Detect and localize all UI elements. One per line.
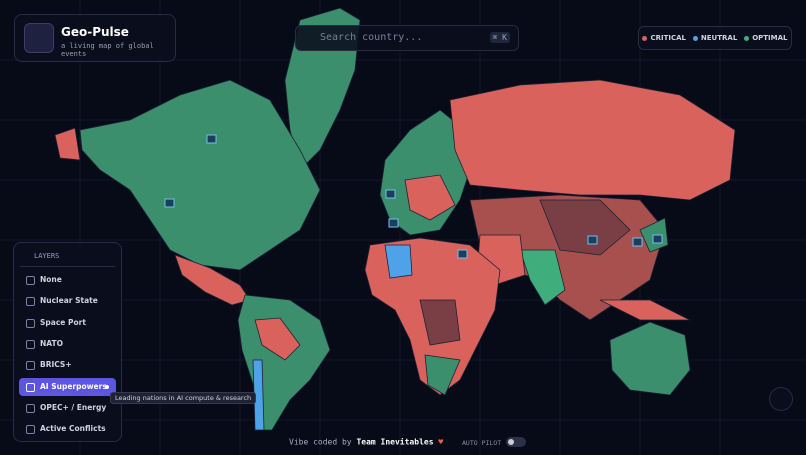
- layers-title: LAYERS: [34, 252, 60, 260]
- ai-marker[interactable]: [632, 237, 643, 247]
- tooltip: Leading nations in AI compute & research: [110, 392, 257, 404]
- ai-marker[interactable]: [587, 235, 598, 245]
- europe-east: [404, 174, 456, 221]
- layer-item[interactable]: AI Superpowers: [19, 377, 116, 396]
- layer-item[interactable]: None: [19, 271, 116, 289]
- australia: [609, 321, 691, 396]
- layer-icon: [26, 297, 35, 307]
- china: [539, 199, 631, 256]
- layer-item[interactable]: OPEC+ / Energy: [19, 399, 116, 417]
- north-america: [79, 79, 321, 271]
- brazil-part: [254, 317, 301, 361]
- footer-prefix: Vibe coded by: [289, 437, 352, 447]
- legend-entry: NEUTRAL: [692, 34, 738, 42]
- layer-item[interactable]: Space Port: [19, 314, 116, 332]
- legend-swatch: [642, 35, 648, 41]
- footer: Vibe coded by Team Inevitables ♥ AUTO PI…: [289, 437, 526, 447]
- layer-item[interactable]: BRICS+: [19, 356, 116, 374]
- countries: [54, 7, 736, 431]
- active-dot: [105, 384, 109, 389]
- russia: [449, 79, 736, 201]
- legend-entry: CRITICAL: [642, 34, 686, 42]
- layer-item[interactable]: Active Conflicts: [19, 420, 116, 438]
- home-button[interactable]: [769, 387, 793, 411]
- auto-pilot-toggle[interactable]: [505, 437, 526, 447]
- ai-marker[interactable]: [164, 198, 175, 208]
- divider: [20, 266, 115, 267]
- layer-label: Active Conflicts: [40, 424, 106, 434]
- indonesia: [599, 299, 691, 321]
- layer-label: Space Port: [40, 317, 86, 327]
- layer-label: NATO: [40, 338, 63, 348]
- footer-team[interactable]: Team Inevitables: [356, 437, 434, 447]
- ai-marker[interactable]: [457, 249, 468, 259]
- ai-marker[interactable]: [388, 218, 399, 228]
- layer-label: AI Superpowers: [40, 381, 107, 391]
- layer-label: Nuclear State: [40, 296, 98, 306]
- layer-icon: [26, 425, 35, 435]
- legend-label: CRITICAL: [650, 34, 686, 42]
- south-america: [237, 294, 331, 431]
- central-africa: [419, 299, 461, 346]
- layer-label: None: [40, 275, 62, 284]
- layer-icon: [26, 403, 35, 413]
- india: [519, 249, 566, 306]
- central-america: [174, 254, 251, 306]
- chile: [252, 359, 265, 431]
- algeria: [384, 244, 413, 279]
- layer-item[interactable]: NATO: [19, 335, 116, 353]
- legend-entry: OPTIMAL: [744, 34, 788, 42]
- layer-icon: [26, 318, 35, 328]
- legend-label: OPTIMAL: [752, 34, 788, 42]
- search-shortcut: ⌘ K: [489, 32, 510, 43]
- layers-panel: LAYERS None Nuclear State Space Port NATO BR…: [13, 242, 122, 442]
- layer-label: BRICS+: [40, 360, 72, 370]
- layer-item[interactable]: Nuclear State: [19, 292, 116, 310]
- ai-marker[interactable]: [385, 189, 396, 199]
- legend-swatch: [692, 35, 698, 41]
- legend: CRITICAL NEUTRAL OPTIMAL: [638, 26, 792, 50]
- legend-swatch: [744, 35, 750, 41]
- legend-label: NEUTRAL: [700, 34, 738, 42]
- logo: [24, 23, 54, 53]
- layer-icon: [26, 339, 35, 349]
- layer-icon: [26, 382, 35, 392]
- app-title: Geo-Pulse: [61, 25, 129, 39]
- south-africa: [424, 354, 461, 396]
- brand-panel: Geo-Pulse a living map of global events: [14, 14, 176, 62]
- layer-icon: [26, 276, 35, 285]
- search-box[interactable]: Search country... ⌘ K: [295, 25, 519, 51]
- ai-marker[interactable]: [652, 234, 663, 244]
- layer-label: OPEC+ / Energy: [40, 402, 107, 412]
- toggle-label: AUTO PILOT: [462, 438, 502, 447]
- layer-icon: [26, 361, 35, 371]
- alaska: [54, 127, 81, 161]
- app-subtitle: a living map of global events: [61, 42, 154, 58]
- search-placeholder: Search country...: [320, 32, 423, 43]
- ai-marker[interactable]: [206, 134, 217, 144]
